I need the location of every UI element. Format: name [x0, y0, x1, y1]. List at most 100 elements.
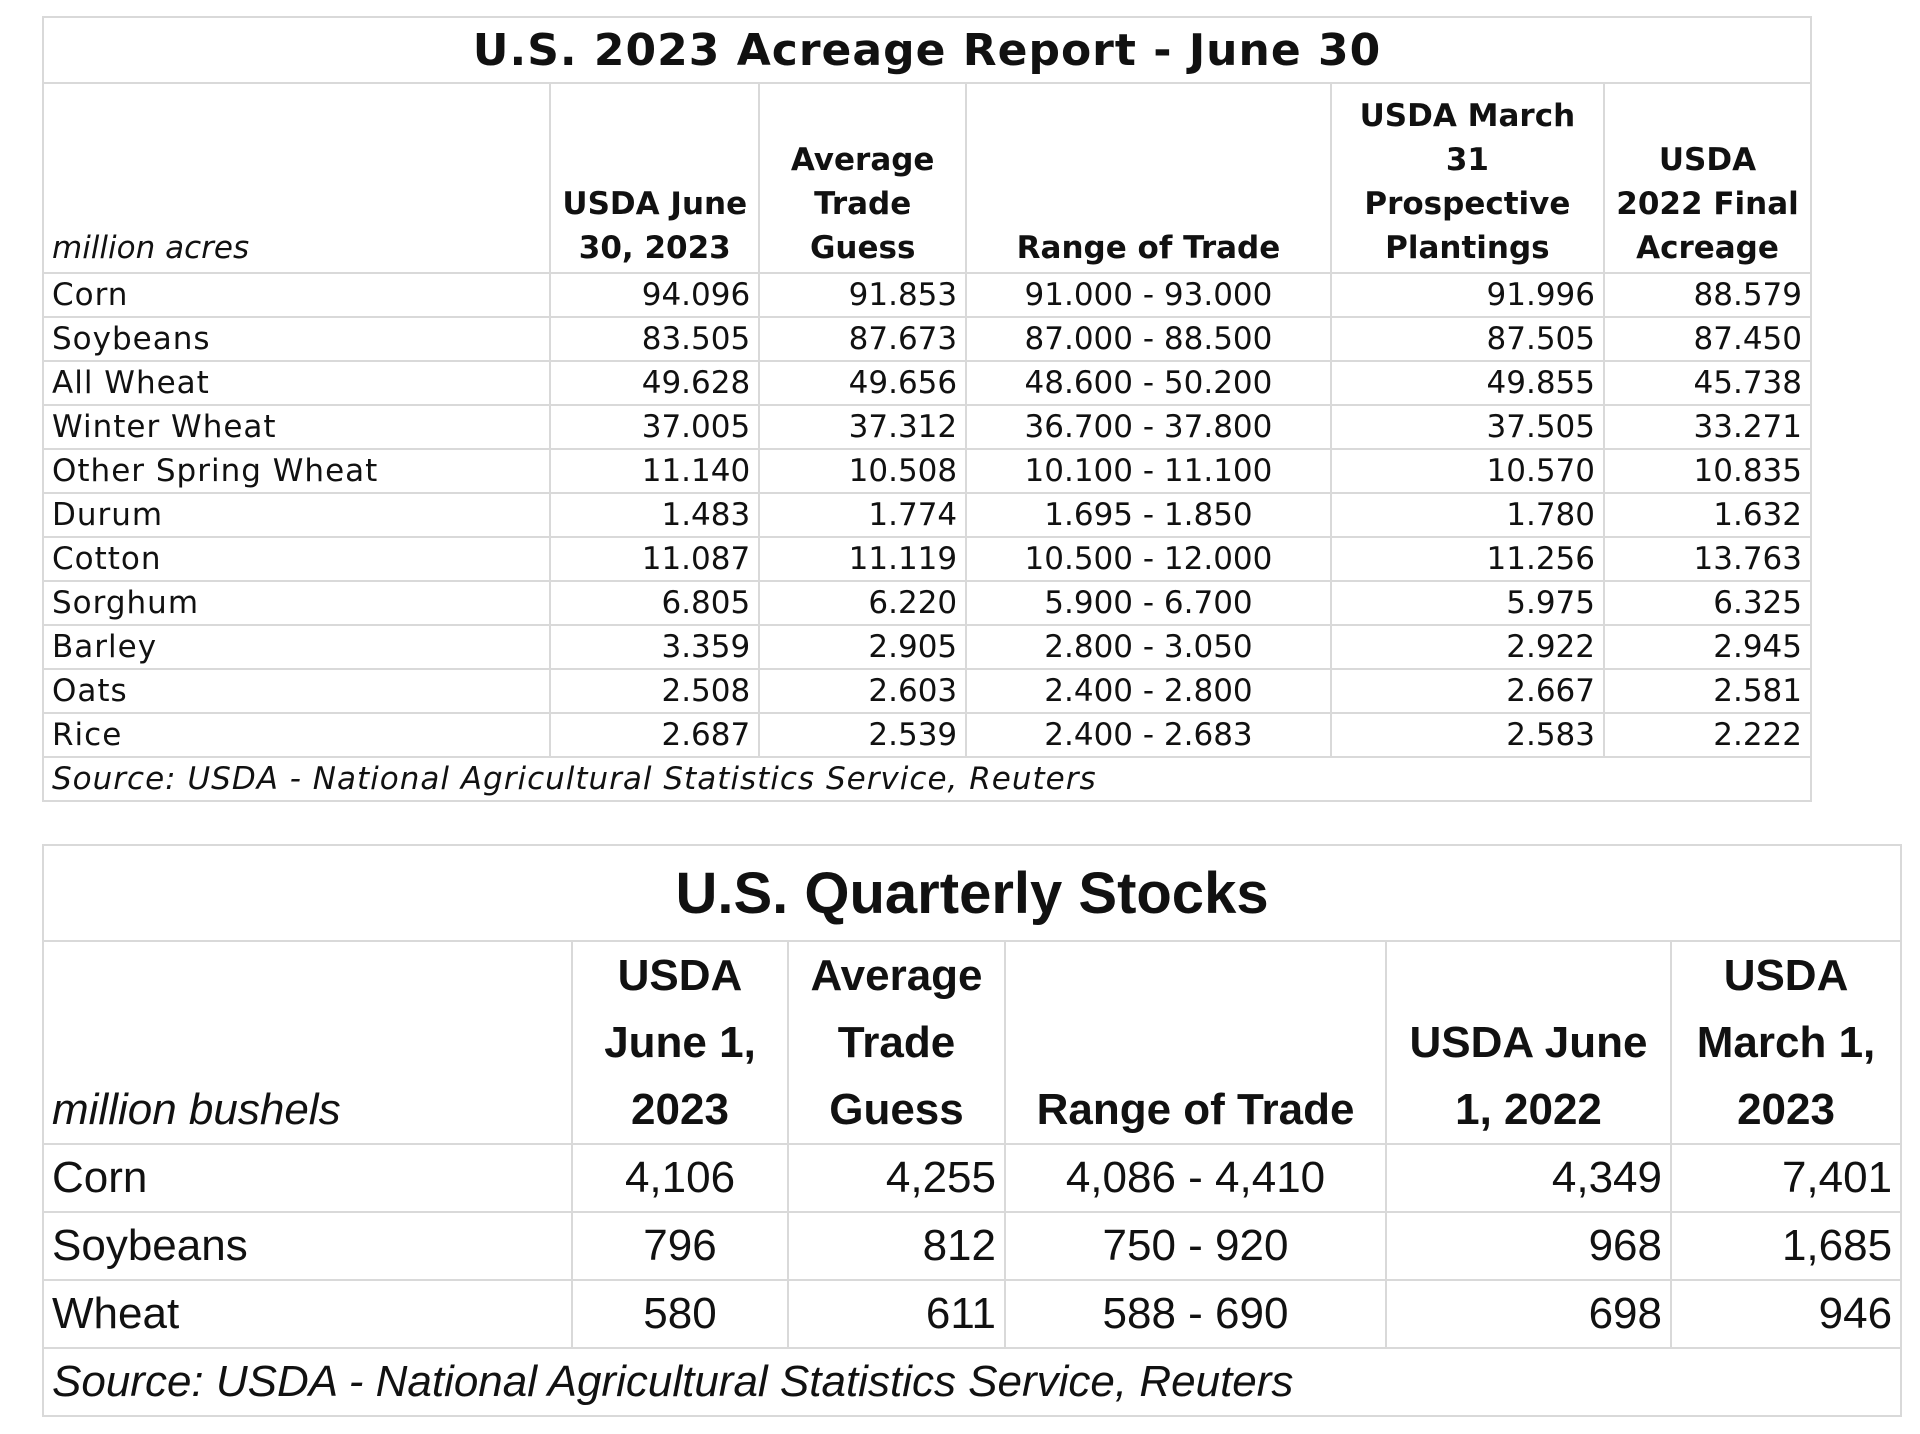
- acreage-cell-march: 91.996: [1329, 272, 1606, 318]
- acreage-cell-usda: 83.505: [549, 316, 761, 362]
- acreage-cell-usda: 49.628: [549, 360, 761, 406]
- stocks-col-usda-march1-2023: USDA March 1, 2023: [1669, 940, 1903, 1145]
- acreage-cell-label: Soybeans: [41, 316, 552, 362]
- acreage-cell-avg: 2.539: [758, 712, 968, 758]
- acreage-cell-march: 87.505: [1329, 316, 1606, 362]
- acreage-cell-label: Barley: [41, 624, 552, 670]
- acreage-cell-march: 2.667: [1329, 668, 1606, 714]
- acreage-row: Winter Wheat 37.005 37.312 36.700 - 37.800 3…: [41, 404, 1812, 450]
- stocks-cell-range: 588 - 690: [1004, 1279, 1387, 1349]
- stocks-cell-usda: 796: [571, 1211, 789, 1281]
- acreage-cell-range: 48.600 - 50.200: [965, 360, 1332, 406]
- acreage-cell-avg: 2.905: [758, 624, 968, 670]
- stocks-col-range-of-trade: Range of Trade: [1004, 940, 1387, 1145]
- acreage-row: Rice 2.687 2.539 2.400 - 2.683 2.583 2.222: [41, 712, 1812, 758]
- stocks-cell-label: Wheat: [42, 1279, 573, 1349]
- acreage-row: Cotton 11.087 11.119 10.500 - 12.000 11.256 1…: [41, 536, 1812, 582]
- acreage-cell-avg: 37.312: [758, 404, 968, 450]
- acreage-cell-final2022: 2.581: [1603, 668, 1812, 714]
- acreage-row: Durum 1.483 1.774 1.695 - 1.850 1.780 1.632: [41, 492, 1812, 538]
- acreage-col-avg-trade-guess: Average Trade Guess: [758, 82, 968, 274]
- stocks-body: Corn 4,106 4,255 4,086 - 4,410 4,349 7,401 Soy…: [42, 1143, 1903, 1349]
- acreage-cell-usda: 94.096: [549, 272, 761, 318]
- acreage-cell-march: 5.975: [1329, 580, 1606, 626]
- acreage-col-2022-final: USDA 2022 Final Acreage: [1603, 82, 1812, 274]
- acreage-cell-final2022: 45.738: [1603, 360, 1812, 406]
- acreage-title-row: U.S. 2023 Acreage Report - June 30: [42, 16, 1812, 84]
- acreage-cell-label: Winter Wheat: [41, 404, 552, 450]
- acreage-row: Sorghum 6.805 6.220 5.900 - 6.700 5.975 6.325: [41, 580, 1812, 626]
- acreage-cell-usda: 6.805: [549, 580, 761, 626]
- acreage-cell-march: 1.780: [1329, 492, 1606, 538]
- stocks-cell-label: Soybeans: [42, 1211, 573, 1281]
- stocks-row: Corn 4,106 4,255 4,086 - 4,410 4,349 7,401: [42, 1143, 1903, 1213]
- stocks-cell-june2022: 968: [1385, 1211, 1672, 1281]
- stocks-cell-june2022: 698: [1385, 1279, 1672, 1349]
- acreage-cell-range: 1.695 - 1.850: [965, 492, 1332, 538]
- stocks-cell-march2023: 7,401: [1669, 1143, 1903, 1213]
- acreage-cell-range: 36.700 - 37.800: [965, 404, 1332, 450]
- acreage-cell-usda: 37.005: [549, 404, 761, 450]
- stocks-cell-range: 4,086 - 4,410: [1004, 1143, 1387, 1213]
- stocks-cell-usda: 580: [571, 1279, 789, 1349]
- acreage-row: Soybeans 83.505 87.673 87.000 - 88.500 87.50…: [41, 316, 1812, 362]
- stocks-cell-avg: 812: [787, 1211, 1006, 1281]
- acreage-cell-range: 91.000 - 93.000: [965, 272, 1332, 318]
- acreage-cell-avg: 91.853: [758, 272, 968, 318]
- acreage-col-usda-june30: USDA June 30, 2023: [549, 82, 761, 274]
- acreage-cell-label: Durum: [41, 492, 552, 538]
- acreage-body: Corn 94.096 91.853 91.000 - 93.000 91.996 88.…: [41, 272, 1812, 758]
- acreage-cell-usda: 11.140: [549, 448, 761, 494]
- stocks-row: Soybeans 796 812 750 - 920 968 1,685: [42, 1211, 1903, 1281]
- stocks-cell-range: 750 - 920: [1004, 1211, 1387, 1281]
- acreage-table: U.S. 2023 Acreage Report - June 30 milli…: [41, 16, 1812, 802]
- stocks-col-usda-june1-2023: USDA June 1, 2023: [571, 940, 789, 1145]
- acreage-cell-label: All Wheat: [41, 360, 552, 406]
- stocks-cell-march2023: 946: [1669, 1279, 1903, 1349]
- stocks-col-avg-trade-guess: Average Trade Guess: [787, 940, 1006, 1145]
- acreage-cell-final2022: 2.945: [1603, 624, 1812, 670]
- acreage-row: Barley 3.359 2.905 2.800 - 3.050 2.922 2.945: [41, 624, 1812, 670]
- acreage-cell-avg: 10.508: [758, 448, 968, 494]
- stocks-title-row: U.S. Quarterly Stocks: [41, 844, 1903, 942]
- acreage-source-row: Source: USDA - National Agricultural Sta…: [42, 756, 1812, 802]
- acreage-cell-label: Rice: [41, 712, 552, 758]
- acreage-cell-march: 49.855: [1329, 360, 1606, 406]
- acreage-cell-usda: 1.483: [549, 492, 761, 538]
- stocks-cell-march2023: 1,685: [1669, 1211, 1903, 1281]
- stocks-cell-avg: 4,255: [787, 1143, 1006, 1213]
- acreage-cell-range: 2.400 - 2.683: [965, 712, 1332, 758]
- acreage-cell-label: Other Spring Wheat: [41, 448, 552, 494]
- acreage-cell-label: Cotton: [41, 536, 552, 582]
- acreage-cell-march: 2.922: [1329, 624, 1606, 670]
- acreage-row: All Wheat 49.628 49.656 48.600 - 50.200 49.8…: [41, 360, 1812, 406]
- acreage-cell-final2022: 1.632: [1603, 492, 1812, 538]
- acreage-cell-avg: 2.603: [758, 668, 968, 714]
- acreage-cell-range: 2.400 - 2.800: [965, 668, 1332, 714]
- acreage-cell-final2022: 87.450: [1603, 316, 1812, 362]
- stocks-row: Wheat 580 611 588 - 690 698 946: [42, 1279, 1903, 1349]
- acreage-cell-avg: 87.673: [758, 316, 968, 362]
- acreage-col-march31-prospective: USDA March 31 Prospective Plantings: [1329, 82, 1606, 274]
- acreage-cell-march: 37.505: [1329, 404, 1606, 450]
- stocks-cell-label: Corn: [42, 1143, 573, 1213]
- acreage-cell-range: 10.500 - 12.000: [965, 536, 1332, 582]
- acreage-cell-label: Oats: [41, 668, 552, 714]
- acreage-row: Corn 94.096 91.853 91.000 - 93.000 91.996 88.…: [41, 272, 1812, 318]
- stocks-source-row: Source: USDA - National Agricultural Sta…: [41, 1347, 1903, 1417]
- acreage-cell-avg: 49.656: [758, 360, 968, 406]
- stocks-cell-avg: 611: [787, 1279, 1006, 1349]
- stocks-unit-label: million bushels: [42, 940, 573, 1145]
- stocks-col-usda-june1-2022: USDA June 1, 2022: [1385, 940, 1672, 1145]
- acreage-cell-usda: 2.508: [549, 668, 761, 714]
- acreage-cell-final2022: 33.271: [1603, 404, 1812, 450]
- acreage-source: Source: USDA - National Agricultural Sta…: [42, 756, 1812, 802]
- acreage-cell-final2022: 10.835: [1603, 448, 1812, 494]
- acreage-cell-march: 10.570: [1329, 448, 1606, 494]
- acreage-cell-range: 5.900 - 6.700: [965, 580, 1332, 626]
- acreage-header-row: million acres USDA June 30, 2023 Average…: [41, 82, 1812, 274]
- acreage-cell-final2022: 2.222: [1603, 712, 1812, 758]
- acreage-row: Other Spring Wheat 11.140 10.508 10.100 - 1…: [41, 448, 1812, 494]
- acreage-unit-label: million acres: [41, 82, 552, 274]
- acreage-col-range-of-trade: Range of Trade: [965, 82, 1332, 274]
